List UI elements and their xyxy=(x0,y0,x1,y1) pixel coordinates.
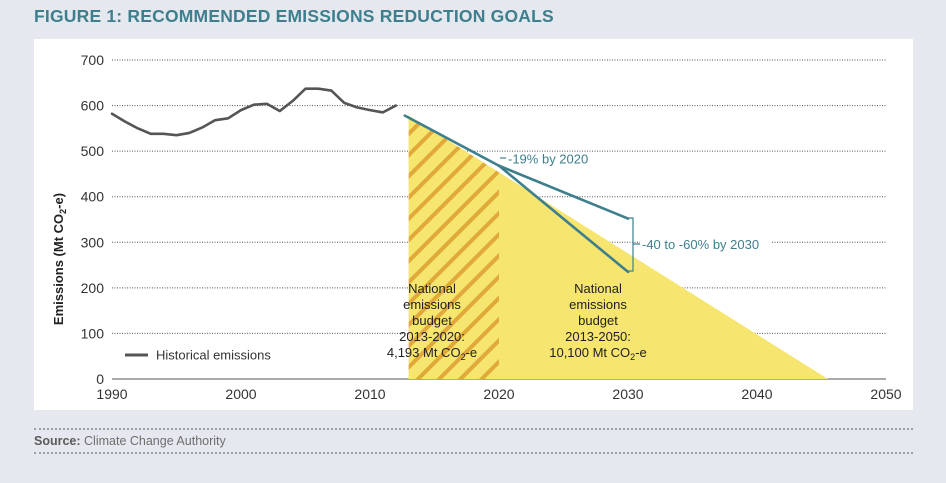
y-tick-300: 300 xyxy=(81,234,105,250)
source-label: Source: xyxy=(34,434,81,448)
source-note: Source: Climate Change Authority xyxy=(34,434,226,448)
trajectory-line-2 xyxy=(497,164,630,220)
budget-2020-line3: budget xyxy=(412,313,452,328)
budget-2050-area xyxy=(408,115,828,380)
y-tick-500: 500 xyxy=(81,143,105,159)
y-tick-400: 400 xyxy=(81,189,105,205)
budget-2020-value: 4,193 Mt CO xyxy=(387,345,461,360)
target-2030-label-bg xyxy=(640,235,772,253)
x-tick-2000: 2000 xyxy=(225,386,256,402)
budget-areas xyxy=(408,115,828,380)
annotation-2030-target: -40 to -60% by 2030 xyxy=(627,217,772,272)
budget-2020-line4: 2013-2020: xyxy=(399,329,465,344)
y-axis-label-main: Emissions (Mt CO xyxy=(51,214,66,325)
y-tick-100: 100 xyxy=(81,325,105,341)
x-tick-2010: 2010 xyxy=(354,386,385,402)
figure-title-prefix: FIGURE 1: xyxy=(34,6,123,26)
y-tick-0: 0 xyxy=(96,371,104,387)
chart-panel: 0 100 200 300 400 500 600 700 1990 2000 2010 2020 20… xyxy=(34,39,913,410)
budget-2050-line4: 2013-2050: xyxy=(565,329,631,344)
y-axis-label-end: -e) xyxy=(51,193,66,209)
target-2020-label: -19% by 2020 xyxy=(508,152,588,167)
figure-title: FIGURE 1: RECOMMENDED EMISSIONS REDUCTIO… xyxy=(34,6,554,27)
legend-label: Historical emissions xyxy=(156,348,271,363)
budget-2050-value: 10,100 Mt CO xyxy=(549,345,630,360)
budget-2050-sub: 2 xyxy=(630,352,635,362)
historical-emissions-line xyxy=(110,87,398,137)
budget-2020-sub: 2 xyxy=(461,352,466,362)
target-2030-label: -40 to -60% by 2030 xyxy=(642,237,759,252)
source-text: Climate Change Authority xyxy=(80,434,226,448)
budget-2050-line2: emissions xyxy=(569,297,627,312)
budget-2020-label: National emissions budget 2013-2020: 4,1… xyxy=(387,281,477,362)
target-2030-bracket xyxy=(627,217,640,272)
budget-2020-end: -e xyxy=(466,345,478,360)
emissions-chart: 0 100 200 300 400 500 600 700 1990 2000 2010 2020 20… xyxy=(51,52,902,402)
source-divider-top xyxy=(34,428,913,430)
trajectory-line-3 xyxy=(497,164,630,274)
annotation-2020-target: -19% by 2020 xyxy=(500,152,588,167)
x-tick-2050: 2050 xyxy=(870,386,901,402)
series-lines xyxy=(110,87,630,274)
budget-2020-line1: National xyxy=(408,281,456,296)
x-tick-2020: 2020 xyxy=(483,386,514,402)
y-axis-label: Emissions (Mt CO2-e) xyxy=(51,193,68,325)
y-tick-700: 700 xyxy=(81,52,105,68)
y-tick-600: 600 xyxy=(81,98,105,114)
x-tick-2030: 2030 xyxy=(612,386,643,402)
tick-labels: 0 100 200 300 400 500 600 700 1990 2000 2010 2020 20… xyxy=(81,52,902,402)
budget-2050-end: -e xyxy=(635,345,647,360)
y-tick-200: 200 xyxy=(81,280,105,296)
figure-title-text: RECOMMENDED EMISSIONS REDUCTION GOALS xyxy=(122,6,554,26)
budget-2020-line2: emissions xyxy=(403,297,461,312)
y-axis-label-sub: 2 xyxy=(58,209,68,214)
x-tick-1990: 1990 xyxy=(96,386,127,402)
budget-2050-line1: National xyxy=(574,281,622,296)
trajectory-line-1 xyxy=(403,114,501,168)
budget-2050-line3: budget xyxy=(578,313,618,328)
source-divider-bottom xyxy=(34,452,913,454)
budget-2020-line5: 4,193 Mt CO2-e xyxy=(387,345,477,362)
budget-2050-line5: 10,100 Mt CO2-e xyxy=(549,345,647,362)
x-tick-2040: 2040 xyxy=(741,386,772,402)
budget-2050-label: National emissions budget 2013-2050: 10,… xyxy=(549,281,647,362)
legend: Historical emissions xyxy=(125,348,271,363)
budget-2020-hatched-area xyxy=(408,115,499,380)
